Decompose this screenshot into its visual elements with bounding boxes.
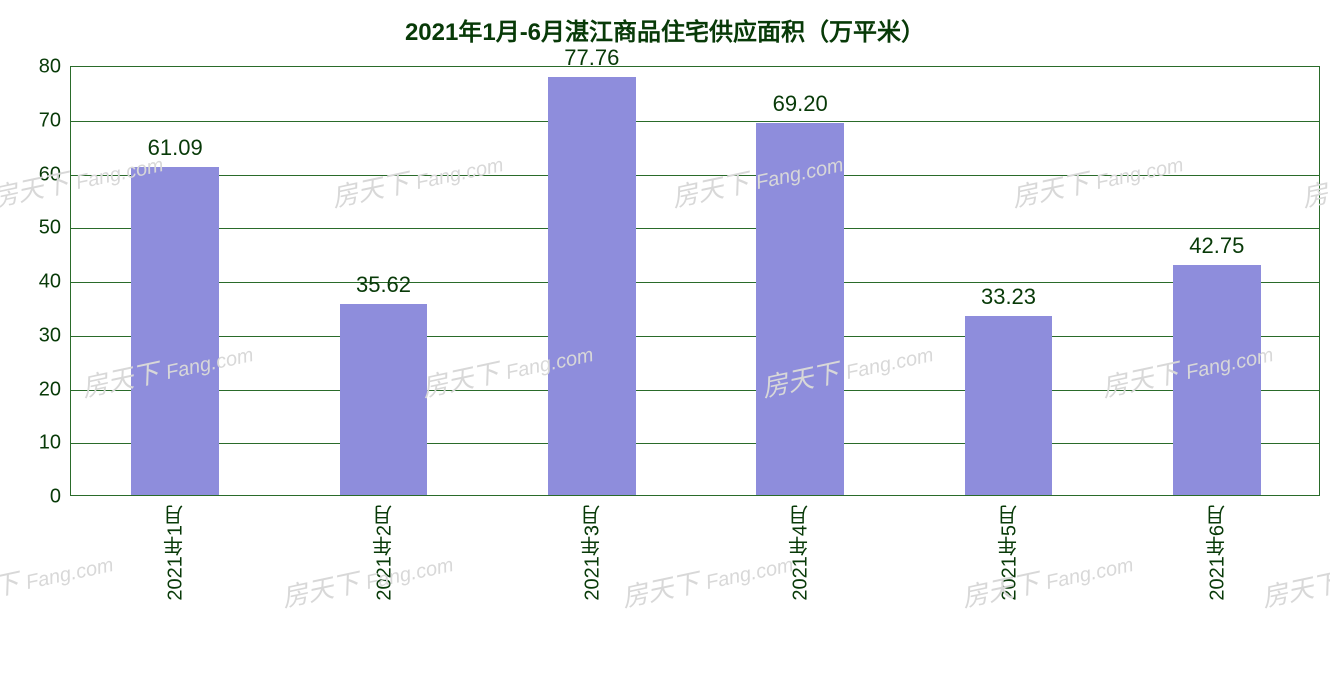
plot-area: 0102030405060708061.092021年1月35.622021年2… xyxy=(70,66,1320,496)
x-tick-label: 2021年5月 xyxy=(994,495,1023,611)
bar xyxy=(1173,265,1261,495)
y-tick-label: 0 xyxy=(50,486,71,509)
y-tick-label: 40 xyxy=(39,271,71,294)
x-tick-label: 2021年4月 xyxy=(786,495,815,611)
y-tick-label: 20 xyxy=(39,378,71,401)
x-tick-label: 2021年3月 xyxy=(577,495,606,611)
x-tick-label: 2021年2月 xyxy=(369,495,398,611)
bar xyxy=(548,77,636,495)
bar xyxy=(131,167,219,495)
bar-value-label: 61.09 xyxy=(75,135,275,161)
bar xyxy=(756,123,844,495)
gridline xyxy=(71,175,1319,176)
y-tick-label: 10 xyxy=(39,432,71,455)
y-tick-label: 50 xyxy=(39,217,71,240)
y-tick-label: 60 xyxy=(39,163,71,186)
gridline xyxy=(71,121,1319,122)
watermark: 房天下 Fang.com xyxy=(1258,542,1330,614)
x-tick-label: 2021年1月 xyxy=(161,495,190,611)
bar-value-label: 69.20 xyxy=(700,91,900,117)
y-tick-label: 30 xyxy=(39,324,71,347)
bar-value-label: 33.23 xyxy=(909,284,1109,310)
chart-container: 2021年1月-6月湛江商品住宅供应面积（万平米） 01020304050607… xyxy=(0,0,1330,685)
bar xyxy=(965,316,1053,495)
bar xyxy=(340,304,428,495)
gridline xyxy=(71,282,1319,283)
gridline xyxy=(71,443,1319,444)
watermark: 房天下 Fang.com xyxy=(0,542,116,614)
bar-value-label: 35.62 xyxy=(284,272,484,298)
watermark: 房天下 Fang.com xyxy=(278,542,456,614)
gridline xyxy=(71,336,1319,337)
chart-title: 2021年1月-6月湛江商品住宅供应面积（万平米） xyxy=(0,12,1330,47)
watermark: 房天下 Fang.com xyxy=(618,542,796,614)
bar-value-label: 77.76 xyxy=(492,45,692,71)
gridline xyxy=(71,390,1319,391)
bar-value-label: 42.75 xyxy=(1117,233,1317,259)
y-tick-label: 70 xyxy=(39,109,71,132)
x-tick-label: 2021年6月 xyxy=(1202,495,1231,611)
watermark: 房天下 Fang.com xyxy=(958,542,1136,614)
gridline xyxy=(71,228,1319,229)
y-tick-label: 80 xyxy=(39,56,71,79)
